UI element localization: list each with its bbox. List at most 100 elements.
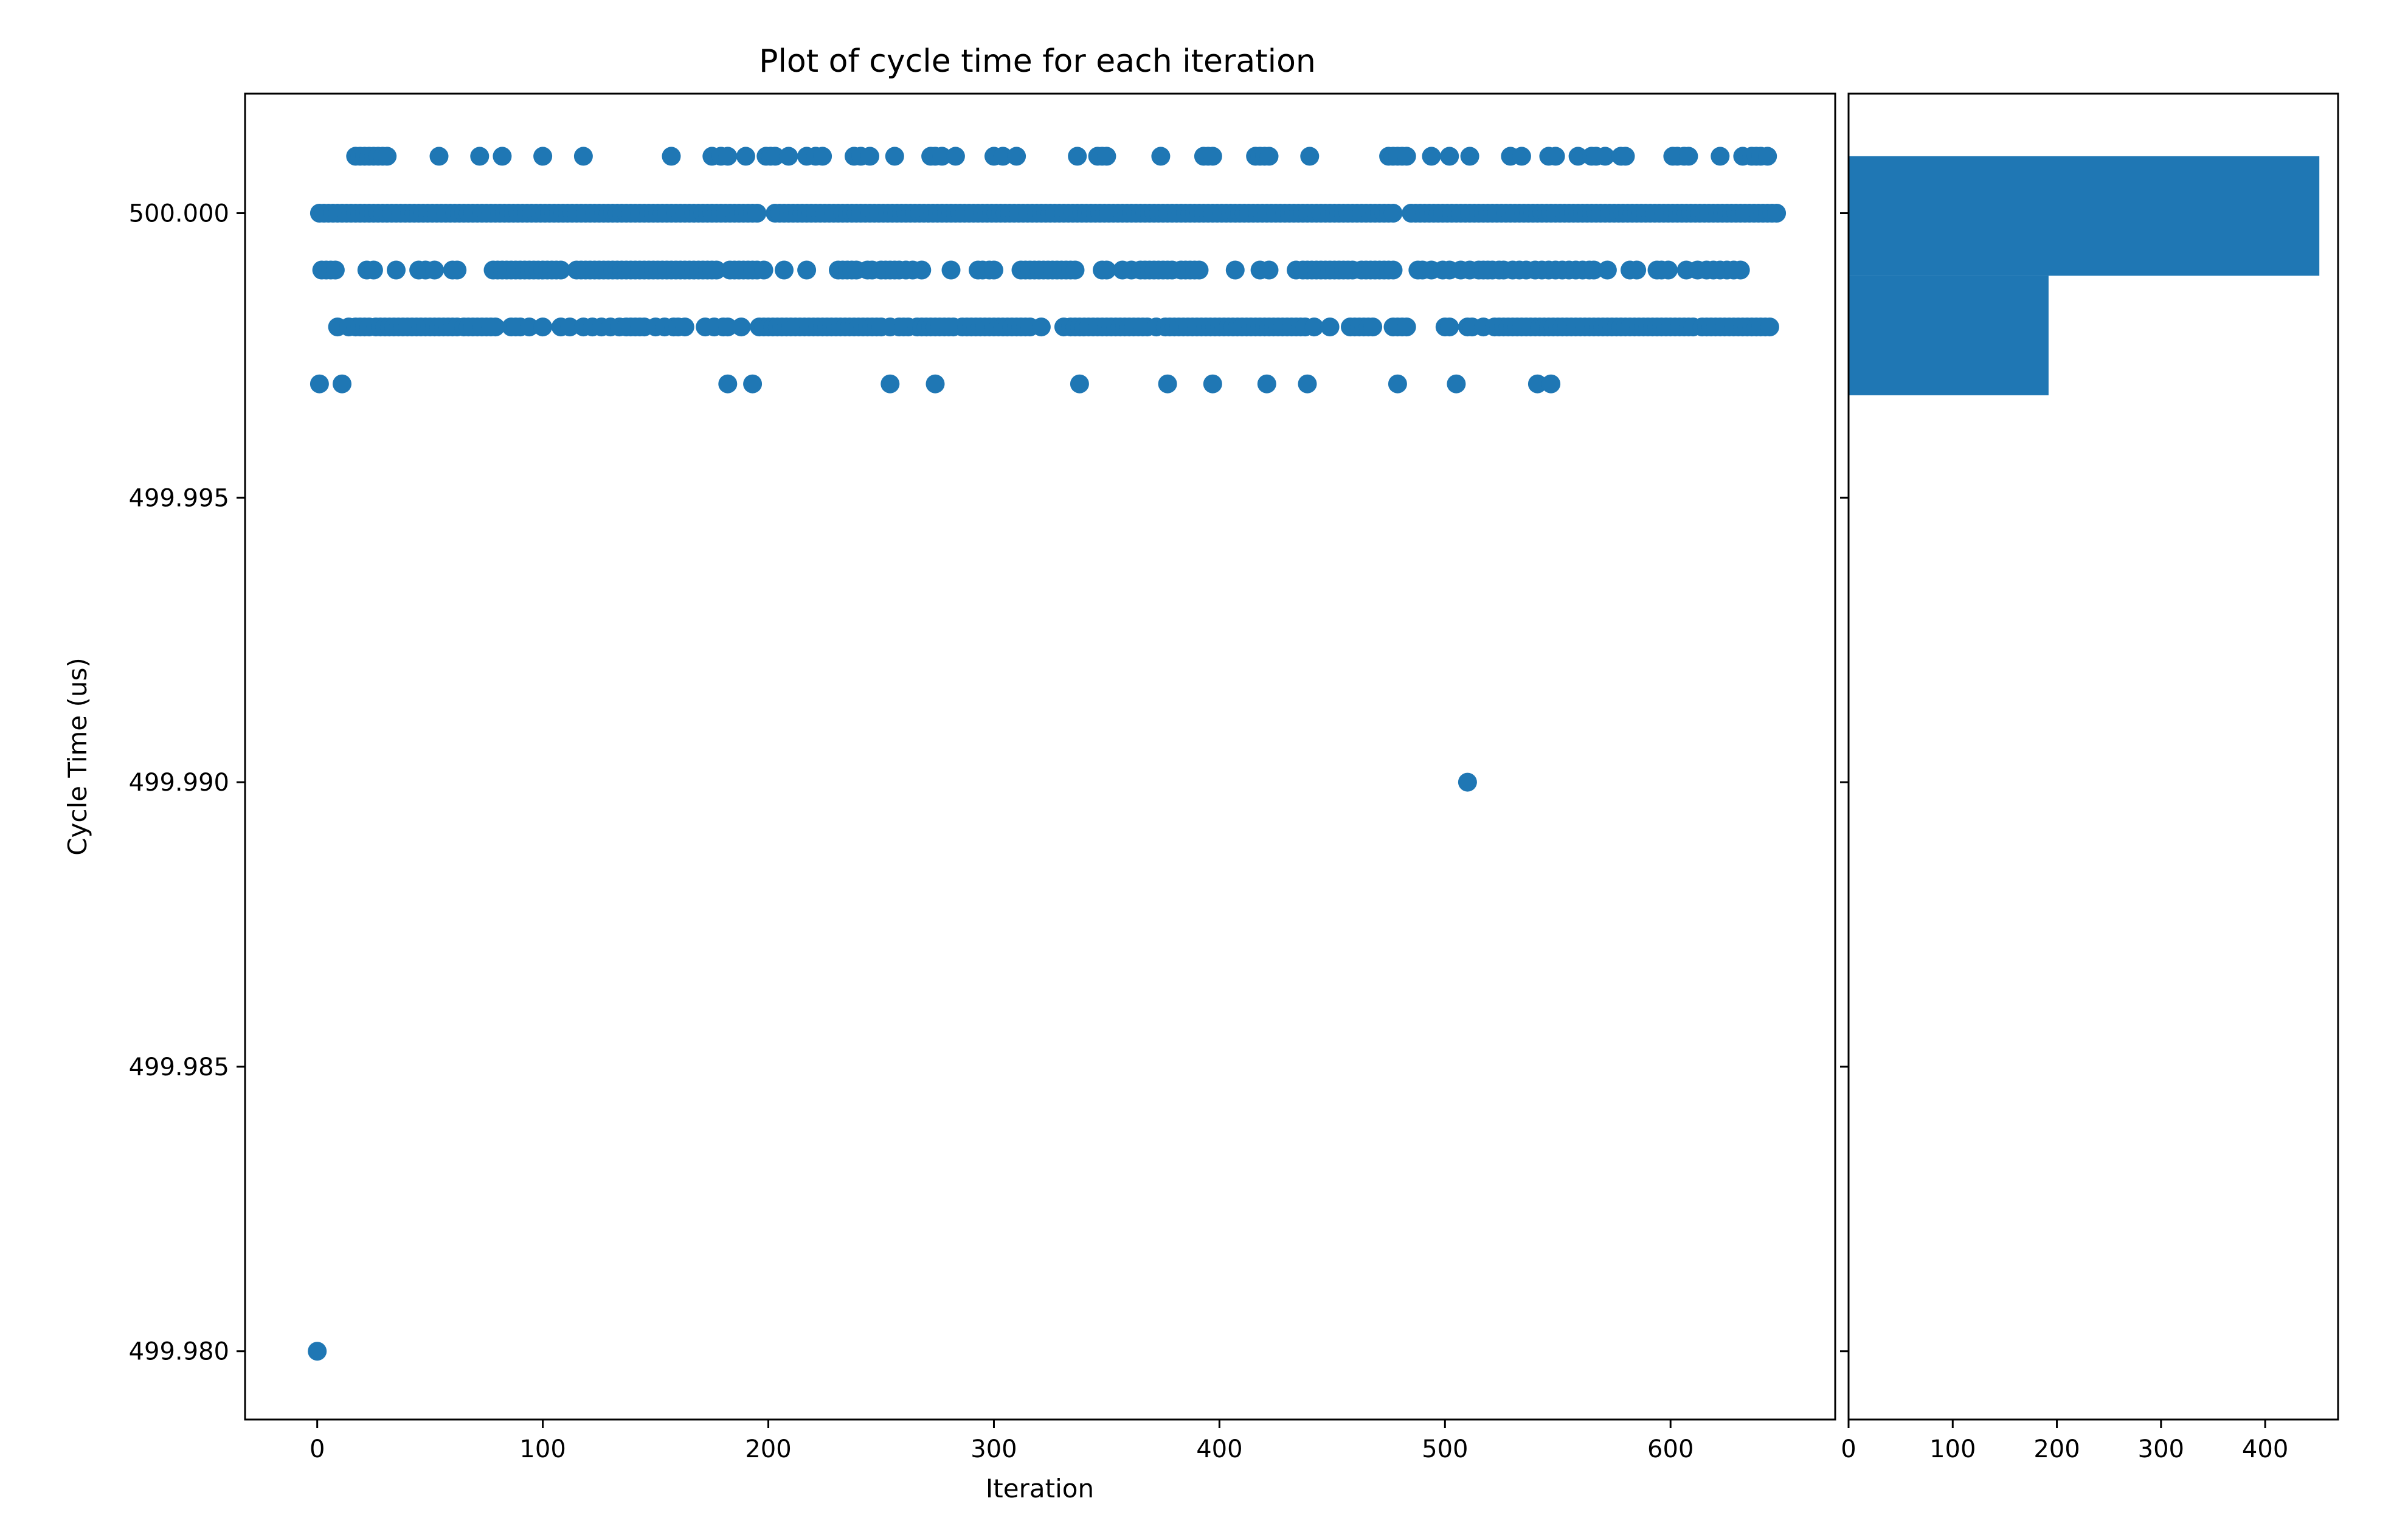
scatter-point [364, 260, 383, 280]
scatter-point [881, 374, 900, 394]
scatter-y-ticks: 499.980 499.985 499.990 499.995 500.000 [129, 199, 245, 1366]
scatter-point [984, 260, 1003, 280]
x-tick-label: 400 [1196, 1435, 1242, 1463]
hist-x-tick-label: 400 [2242, 1435, 2288, 1463]
scatter-point [560, 317, 580, 337]
histogram-axes-frame [1847, 92, 2339, 1421]
scatter-plot-area [245, 94, 1835, 1420]
x-tick-label: 200 [745, 1435, 791, 1463]
histogram-bar [1849, 276, 2049, 395]
scatter-point [941, 260, 961, 280]
scatter-point [308, 1342, 327, 1361]
scatter-point [1711, 147, 1730, 166]
scatter-point [925, 374, 945, 394]
histogram-x-ticks: 0 100 200 300 400 [1841, 1420, 2288, 1463]
scatter-point [1527, 374, 1547, 394]
histogram-y-ticks [1840, 212, 1849, 1353]
scatter-point [1760, 317, 1779, 337]
scatter-point [1298, 374, 1317, 394]
scatter-point [1068, 147, 1087, 166]
scatter-point [470, 147, 490, 166]
scatter-point [1097, 147, 1116, 166]
scatter-point [493, 147, 512, 166]
scatter-point [1203, 147, 1222, 166]
scatter-point [946, 147, 965, 166]
scatter-point [675, 317, 694, 337]
scatter-point [1440, 317, 1459, 337]
scatter-point [1363, 317, 1383, 337]
scatter-point [1440, 147, 1459, 166]
x-axis-label: Iteration [986, 1474, 1094, 1503]
scatter-point [533, 317, 553, 337]
scatter-point [1458, 772, 1477, 792]
scatter-point [1397, 317, 1416, 337]
scatter-point [1031, 317, 1051, 337]
scatter-point [1596, 147, 1615, 166]
scatter-point [425, 260, 445, 280]
scatter-point [718, 317, 738, 337]
scatter-point [754, 260, 773, 280]
scatter-point [1659, 260, 1678, 280]
scatter-point [662, 147, 681, 166]
scatter-point [551, 260, 570, 280]
scatter-point [1447, 374, 1466, 394]
y-tick-label: 499.985 [129, 1053, 229, 1081]
scatter-point [1758, 147, 1777, 166]
y-axis-label: Cycle Time (us) [63, 657, 92, 856]
scatter-points [308, 147, 1787, 1361]
scatter-point [1065, 260, 1085, 280]
scatter-point [1304, 317, 1324, 337]
scatter-point [813, 147, 832, 166]
scatter-point [387, 260, 406, 280]
scatter-point [747, 204, 767, 223]
x-tick-label: 0 [310, 1435, 325, 1463]
scatter-point [378, 147, 397, 166]
y-tick-label: 499.990 [129, 769, 229, 797]
scatter-point [533, 147, 553, 166]
scatter-point [775, 260, 794, 280]
scatter-point [310, 374, 329, 394]
scatter-panel: 0 100 200 300 400 500 600 499.980 499.985 499.99… [63, 92, 1836, 1503]
scatter-point [1257, 374, 1276, 394]
scatter-point [860, 147, 879, 166]
y-tick-label: 499.980 [129, 1338, 229, 1366]
scatter-point [932, 147, 952, 166]
scatter-point [1731, 260, 1750, 280]
scatter-point [1383, 204, 1403, 223]
scatter-point [707, 260, 726, 280]
scatter-point [1203, 374, 1222, 394]
y-tick-label: 499.995 [129, 484, 229, 512]
histogram-bars [1849, 156, 2320, 395]
scatter-axes-frame [244, 92, 1836, 1421]
scatter-point [1189, 260, 1209, 280]
scatter-point [486, 317, 505, 337]
scatter-point [1627, 260, 1647, 280]
scatter-point [1300, 147, 1320, 166]
scatter-point [732, 317, 751, 337]
scatter-point [1597, 260, 1617, 280]
hist-x-tick-label: 100 [1929, 1435, 1976, 1463]
scatter-point [1097, 260, 1116, 280]
scatter-point [1397, 147, 1416, 166]
scatter-x-ticks: 0 100 200 300 400 500 600 [310, 1420, 1694, 1463]
scatter-point [1767, 204, 1787, 223]
scatter-point [1259, 147, 1279, 166]
scatter-point [1320, 317, 1340, 337]
scatter-point [325, 260, 345, 280]
scatter-point [912, 260, 932, 280]
scatter-point [1158, 374, 1177, 394]
scatter-point [1225, 260, 1245, 280]
hist-x-tick-label: 300 [2138, 1435, 2184, 1463]
scatter-point [573, 147, 593, 166]
scatter-point [993, 147, 1012, 166]
scatter-point [1541, 374, 1561, 394]
scatter-point [1259, 260, 1279, 280]
scatter-point [718, 147, 738, 166]
scatter-point [1388, 374, 1407, 394]
scatter-point [1007, 147, 1026, 166]
scatter-point [1616, 147, 1635, 166]
x-tick-label: 500 [1422, 1435, 1468, 1463]
scatter-point [736, 147, 755, 166]
scatter-point [743, 374, 763, 394]
